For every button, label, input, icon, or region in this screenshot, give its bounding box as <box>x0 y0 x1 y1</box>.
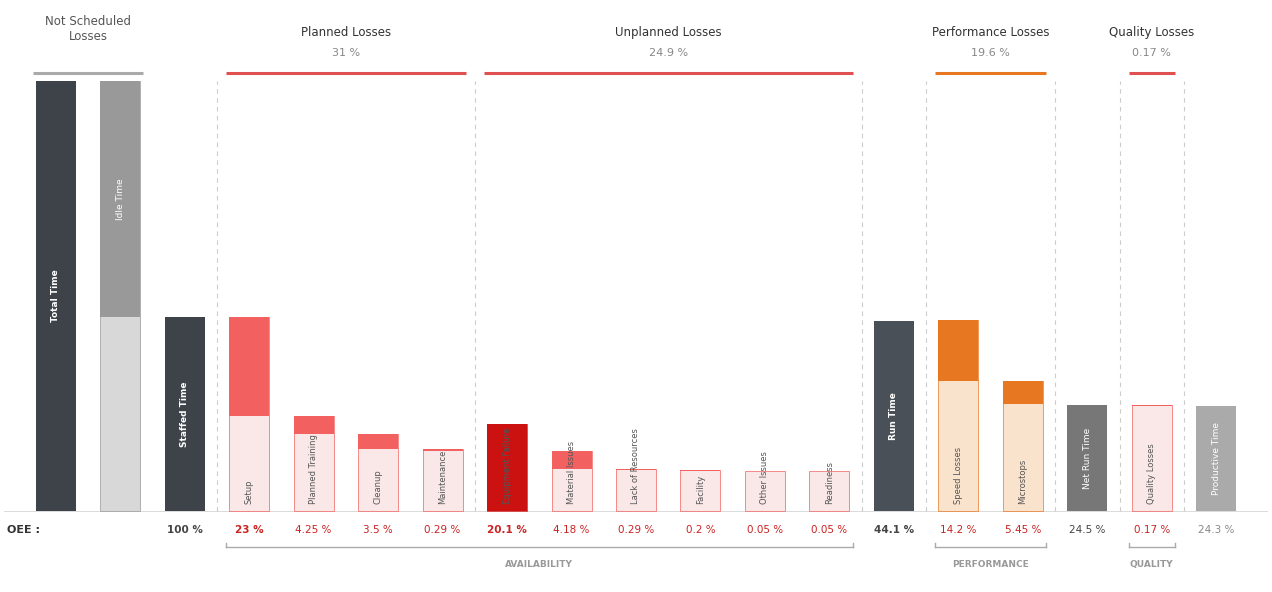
Text: Run Time: Run Time <box>889 392 898 440</box>
Bar <box>809 471 850 510</box>
Bar <box>616 469 656 510</box>
Text: 0.05 %: 0.05 % <box>747 525 784 535</box>
Text: 44.1 %: 44.1 % <box>874 525 915 535</box>
Bar <box>359 435 398 449</box>
Text: Not Scheduled: Not Scheduled <box>45 15 131 28</box>
Text: 0.17 %: 0.17 % <box>1132 48 1172 58</box>
Text: Staffed Time: Staffed Time <box>181 381 190 447</box>
Text: Planned Losses: Planned Losses <box>300 25 391 38</box>
Bar <box>681 470 720 510</box>
Text: Unplanned Losses: Unplanned Losses <box>614 25 721 38</box>
Text: Speed Losses: Speed Losses <box>954 447 963 504</box>
Bar <box>100 82 140 317</box>
Text: Planned Training: Planned Training <box>309 435 318 504</box>
Text: 3.5 %: 3.5 % <box>364 525 393 535</box>
Bar <box>164 317 205 510</box>
Text: 0.29 %: 0.29 % <box>618 525 654 535</box>
Bar <box>1002 381 1043 404</box>
Bar <box>100 82 140 510</box>
Text: 0.29 %: 0.29 % <box>425 525 460 535</box>
Text: Material Issues: Material Issues <box>567 441 576 504</box>
Text: 20.1 %: 20.1 % <box>487 525 527 535</box>
Text: Other Issues: Other Issues <box>761 451 770 504</box>
Bar <box>874 321 913 510</box>
Text: 14.2 %: 14.2 % <box>940 525 977 535</box>
Bar <box>294 416 333 510</box>
Bar <box>294 416 333 435</box>
Bar <box>1002 381 1043 510</box>
Text: 23 %: 23 % <box>235 525 263 535</box>
Bar <box>1132 406 1172 510</box>
Text: Equipment Failure: Equipment Failure <box>502 428 511 504</box>
Bar <box>552 451 591 510</box>
Text: Quality Losses: Quality Losses <box>1147 443 1156 504</box>
Bar <box>422 449 463 510</box>
Text: Maintenance: Maintenance <box>438 450 446 504</box>
Text: 0.05 %: 0.05 % <box>812 525 847 535</box>
Text: Total Time: Total Time <box>51 269 60 323</box>
Text: 24.9 %: 24.9 % <box>649 48 688 58</box>
Bar <box>359 435 398 510</box>
Text: 4.25 %: 4.25 % <box>295 525 332 535</box>
Text: OEE :: OEE : <box>8 525 41 535</box>
Bar <box>1196 406 1236 510</box>
Bar <box>616 469 656 470</box>
Text: 24.5 %: 24.5 % <box>1070 525 1105 535</box>
Bar <box>552 451 591 469</box>
Text: Quality Losses: Quality Losses <box>1109 25 1194 38</box>
Text: Microstops: Microstops <box>1019 459 1028 504</box>
Text: 19.6 %: 19.6 % <box>971 48 1010 58</box>
Text: Productive Time: Productive Time <box>1212 422 1221 495</box>
Bar <box>229 317 270 416</box>
Text: Idle Time: Idle Time <box>116 179 125 220</box>
Bar <box>422 449 463 451</box>
Text: 31 %: 31 % <box>332 48 360 58</box>
Bar <box>487 424 527 510</box>
Text: QUALITY: QUALITY <box>1130 560 1174 569</box>
Text: Cleanup: Cleanup <box>374 469 383 504</box>
Bar <box>229 317 270 510</box>
Text: Facility: Facility <box>696 475 705 504</box>
Text: Net Run Time: Net Run Time <box>1082 427 1091 488</box>
Text: 0.2 %: 0.2 % <box>686 525 715 535</box>
Text: AVAILABILITY: AVAILABILITY <box>505 560 574 569</box>
Text: Readiness: Readiness <box>826 461 834 504</box>
Text: 100 %: 100 % <box>167 525 202 535</box>
Bar <box>1067 406 1108 510</box>
Bar <box>36 82 76 510</box>
Bar <box>487 424 527 510</box>
Text: Performance Losses: Performance Losses <box>932 25 1049 38</box>
Text: 5.45 %: 5.45 % <box>1005 525 1040 535</box>
Text: Setup: Setup <box>244 480 253 504</box>
Bar <box>939 320 978 381</box>
Bar <box>745 471 785 510</box>
Text: Lack of Resources: Lack of Resources <box>631 428 641 504</box>
Bar <box>939 320 978 510</box>
Text: 0.17 %: 0.17 % <box>1133 525 1170 535</box>
Text: 24.3 %: 24.3 % <box>1198 525 1234 535</box>
Text: 4.18 %: 4.18 % <box>553 525 590 535</box>
Text: PERFORMANCE: PERFORMANCE <box>953 560 1029 569</box>
Bar <box>681 470 720 471</box>
Text: Losses: Losses <box>69 30 107 43</box>
